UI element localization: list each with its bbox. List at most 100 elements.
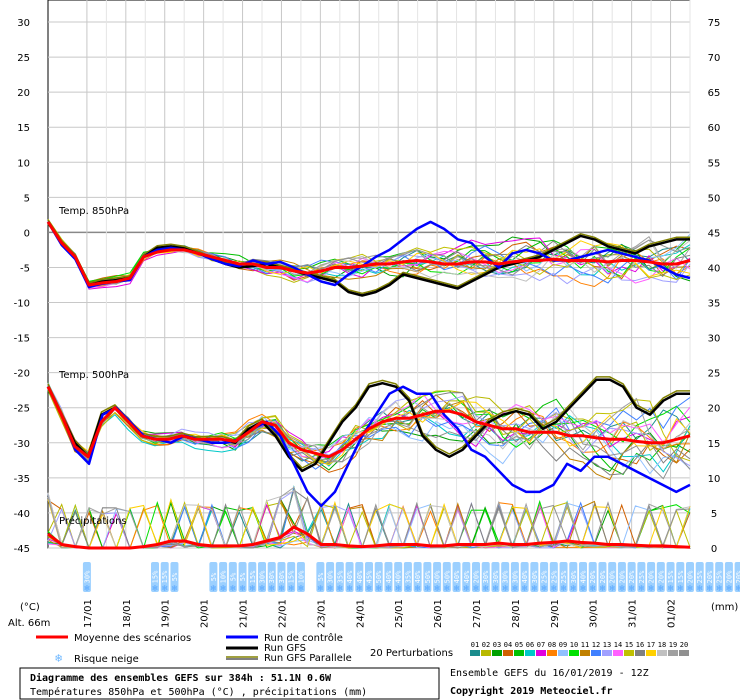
snowflake-icon: ❄ [502,584,508,594]
snow-risk-pct: 30% [570,570,578,583]
perturbation-line-t500 [47,388,691,481]
perturbation-swatch [470,650,480,656]
snow-risk-pct: 40% [385,570,393,583]
perturbation-line-t500 [47,386,691,462]
left-tick-label: -10 [14,299,30,310]
snow-risk-pct: 30% [492,570,500,583]
left-tick-label: -25 [14,404,30,415]
perturbation-id: 05 [515,641,523,649]
snow-risk-pct: 30% [268,570,276,583]
snowflake-icon: ❄ [298,584,304,594]
snow-risk-bar [472,562,480,592]
perturbation-id: 06 [526,641,534,649]
left-tick-label: 10 [17,158,30,169]
snow-risk-pct: 35% [336,570,344,583]
snow-risk-pct: 25% [560,570,568,583]
right-tick-label: 5 [711,509,717,520]
x-tick-label: 29/01 [550,599,561,628]
snowflake-icon: ❄ [493,584,499,594]
snow-risk-pct: 20% [735,570,740,583]
control-line-t850 [46,220,691,289]
snow-risk-pct: 20% [687,570,695,583]
snowflake-icon: ❄ [386,584,392,594]
snow-risk-bar [365,562,373,592]
snow-risk-bar [394,562,403,592]
snow-risk-pct: 30% [531,570,539,583]
perturbation-swatch [591,650,601,656]
snow-risk-pct: 40% [356,570,364,583]
left-tick-label: 20 [17,88,30,99]
snow-risk-pct: 5% [229,572,237,581]
gfs-parallel-line-t500 [47,376,690,469]
snowflake-icon: ❄ [357,584,363,594]
snowflake-icon: ❄ [211,584,217,594]
snowflake-icon: ❄ [561,584,567,594]
snow-risk-pct: 30% [83,570,91,583]
legend-perturbations-label: 20 Perturbations [370,648,453,659]
snow-risk-bar [647,562,656,592]
x-tick-label: 22/01 [277,599,288,628]
right-tick-label: 30 [708,334,721,345]
snow-risk-pct: 30% [502,570,510,583]
right-tick-label: 70 [708,53,721,64]
snowflake-icon: ❄ [152,584,158,594]
snow-risk-bar [452,562,461,592]
perturbation-id: 18 [658,641,666,649]
perturbation-swatch [624,650,634,656]
snow-risk-pct: 30% [327,570,335,583]
perturbation-id: 10 [570,641,578,649]
snow-risk-pct: 40% [463,570,471,583]
snow-risk-pct: 25% [696,570,704,583]
snow-risk-bar [413,562,422,592]
snow-risk-pct: 20% [657,570,665,583]
x-tick-label: 25/01 [394,599,405,628]
snow-risk-pct: 40% [346,570,354,583]
snow-risk-bar [326,562,335,592]
snow-risk-pct: 5% [239,572,247,581]
snow-risk-bar [423,562,432,592]
snow-risk-bar [170,562,179,592]
snow-risk-pct: 45% [366,570,374,583]
snow-risk-pct: 40% [521,570,529,583]
snow-risk-bar [403,562,412,592]
snow-risk-bar [588,562,597,592]
snow-risk-pct: 15% [152,570,160,583]
perturbation-id: 17 [647,641,655,649]
snowflake-icon: ❄ [678,584,684,594]
snow-risk-bar [734,562,740,592]
snow-risk-bar [355,562,364,592]
snowflake-icon: ❄ [483,584,489,594]
x-tick-label: 24/01 [355,599,366,628]
snow-risk-pct: 25% [638,570,646,583]
snow-risk-pct: 25% [541,570,549,583]
snow-risk-bar [520,562,529,592]
snow-risk-pct: 40% [414,570,422,583]
left-tick-label: -30 [14,439,30,450]
snow-risk-bar [267,562,276,592]
snow-risk-bar [724,562,733,592]
main-run-lines [46,219,691,550]
perturbation-line-t850 [47,220,691,290]
title-box [19,667,440,700]
snow-risk-bar [82,562,91,592]
snow-risk-pct: 10% [220,570,228,583]
snow-risk-pct: 20% [473,570,481,583]
left-tick-label: 0 [24,228,30,239]
altitude-label: Alt. 66m [8,618,50,629]
right-tick-label: 60 [708,123,721,134]
snowflake-icon: ❄ [415,584,421,594]
right-tick-label: 50 [708,193,721,204]
snowflake-icon: ❄ [629,584,635,594]
perturbation-line-t500 [47,384,691,463]
gfs-line-t850 [46,221,690,297]
x-tick-label: 30/01 [589,599,600,628]
legend: Moyenne des scénarios Run de contrôle Ru… [36,632,689,665]
x-tick-label: 31/01 [628,599,639,628]
left-tick-label: 30 [17,18,30,29]
snow-risk-pct: 20% [609,570,617,583]
snow-risk-pct: 20% [628,570,636,583]
legend-gfs-label: Run GFS [264,643,306,654]
snowflake-icon: ❄ [512,584,518,594]
snow-risk-bar [151,562,159,592]
snowflake-icon: ❄ [172,584,178,594]
